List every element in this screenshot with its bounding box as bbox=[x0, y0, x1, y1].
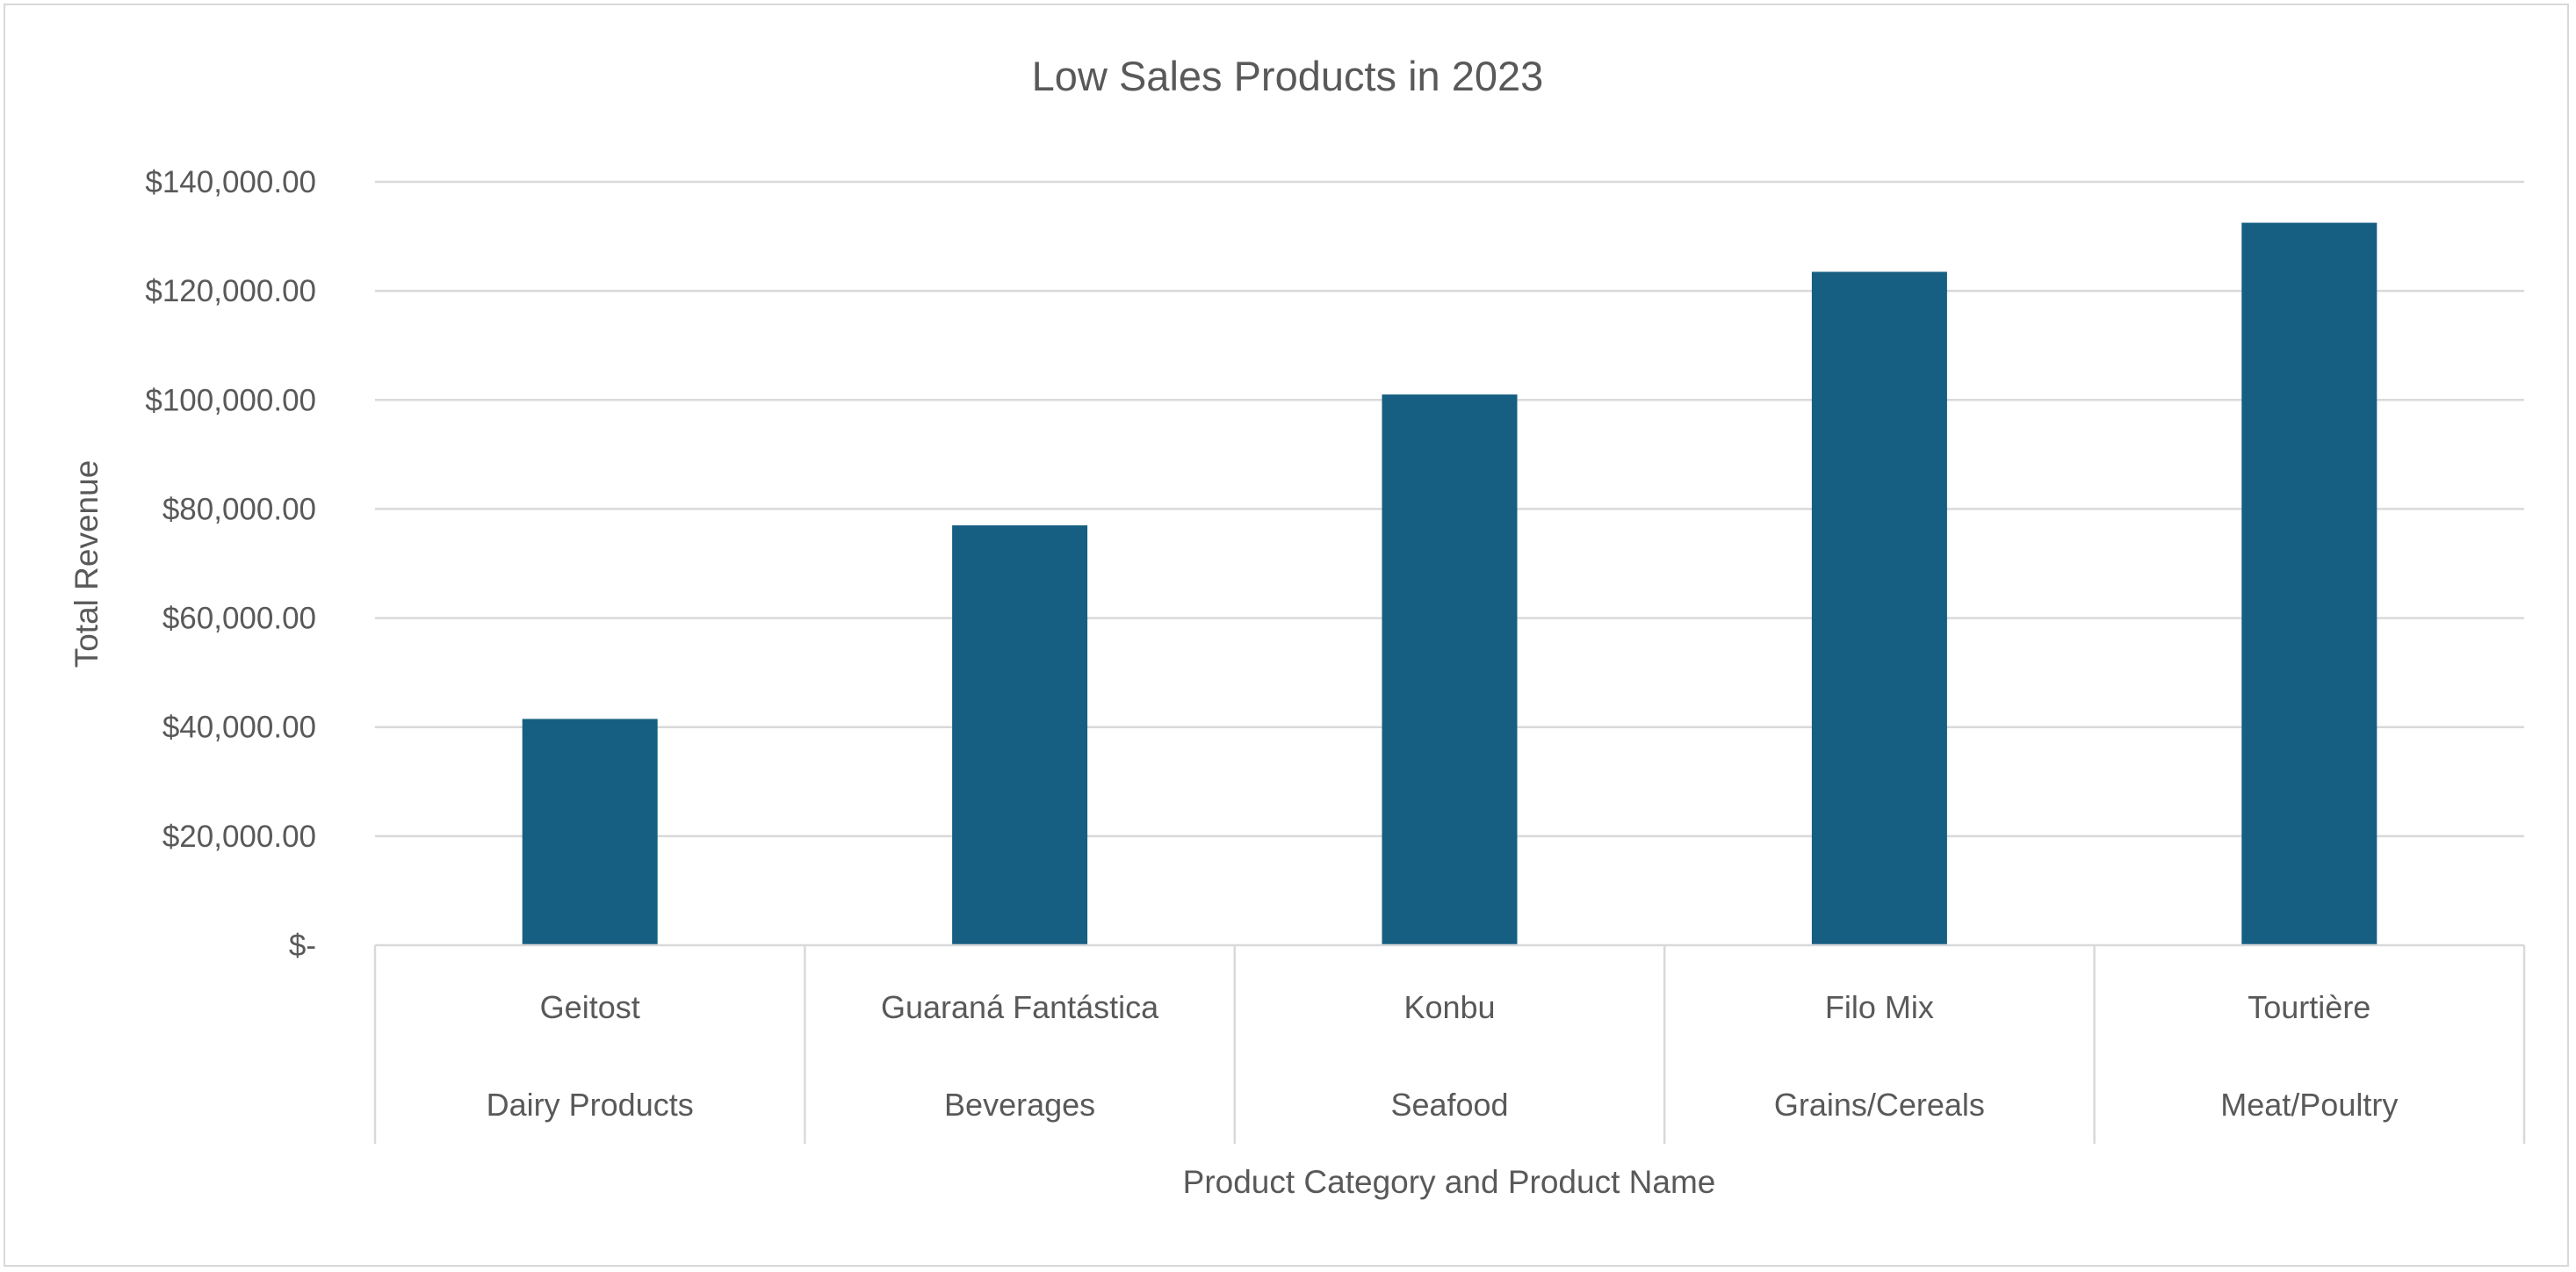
y-tick-label: $100,000.00 bbox=[145, 383, 316, 417]
y-tick-label: $- bbox=[289, 929, 316, 963]
bars bbox=[522, 222, 2378, 945]
y-tick-label: $120,000.00 bbox=[145, 274, 316, 308]
x-tick-label-category: Meat/Poultry bbox=[2220, 1087, 2398, 1123]
chart-title: Low Sales Products in 2023 bbox=[1032, 53, 1544, 99]
x-tick-label-category: Grains/Cereals bbox=[1774, 1087, 1985, 1123]
bar bbox=[952, 525, 1088, 945]
x-tick-label-product: Tourtière bbox=[2248, 989, 2370, 1025]
x-axis-title: Product Category and Product Name bbox=[1183, 1164, 1716, 1200]
y-axis-title: Total Revenue bbox=[69, 460, 105, 669]
x-tick-label-product: Geitost bbox=[540, 989, 640, 1025]
y-tick-label: $60,000.00 bbox=[162, 602, 316, 636]
x-tick-label-category: Seafood bbox=[1390, 1087, 1508, 1123]
x-tick-label-category: Dairy Products bbox=[487, 1087, 694, 1123]
x-tick-label-product: Konbu bbox=[1403, 989, 1495, 1025]
x-tick-label-category: Beverages bbox=[944, 1087, 1095, 1123]
y-axis-ticks: $- $20,000.00 $40,000.00 $60,000.00 $80,000.… bbox=[145, 165, 316, 963]
bar bbox=[1811, 271, 1947, 945]
y-tick-label: $140,000.00 bbox=[145, 165, 316, 199]
y-tick-label: $80,000.00 bbox=[162, 492, 316, 526]
bar bbox=[2241, 222, 2378, 945]
bar bbox=[522, 719, 658, 945]
chart-frame bbox=[4, 4, 2569, 1267]
x-tick-label-product: Filo Mix bbox=[1825, 989, 1934, 1025]
bar bbox=[1382, 394, 1518, 945]
y-tick-label: $20,000.00 bbox=[162, 820, 316, 854]
x-axis: Geitost Dairy Products Guaraná Fantástica B… bbox=[373, 943, 2526, 1144]
y-tick-label: $40,000.00 bbox=[162, 711, 316, 745]
x-tick-label-product: Guaraná Fantástica bbox=[881, 989, 1159, 1025]
